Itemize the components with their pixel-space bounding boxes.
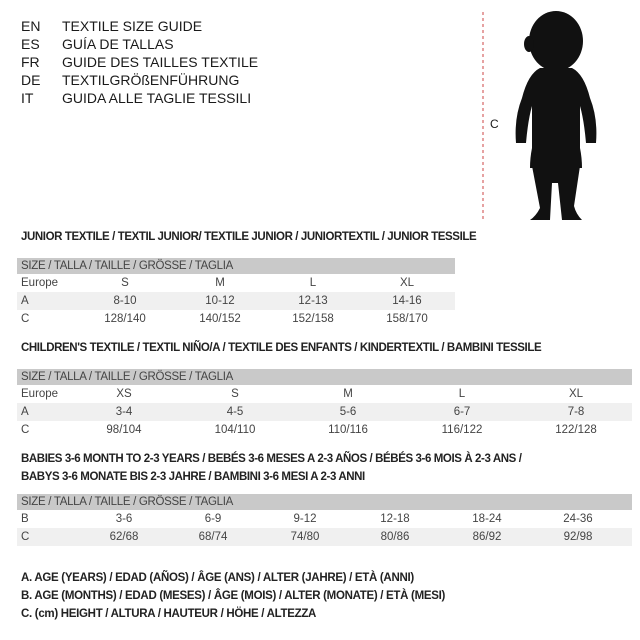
babies-heading-line1: BABIES 3-6 MONTH TO 2-3 YEARS / BEBÉS 3-… [21, 453, 522, 465]
baby-silhouette-icon [482, 11, 597, 222]
table-cell: 68/74 [198, 531, 228, 543]
table-cell: M [215, 277, 225, 289]
table-cell: 140/152 [199, 313, 241, 325]
row-label: C [21, 424, 30, 436]
row-label: B [21, 513, 29, 525]
table-cell: XL [399, 277, 415, 289]
table-row: Europe XS S M L XL [17, 385, 632, 403]
table-row: A 8-10 10-12 12-13 14-16 [17, 292, 455, 310]
children-size-table: SIZE / TALLA / TAILLE / GRÖSSE / TAGLIA E… [17, 369, 632, 439]
table-cell: 3-4 [115, 406, 133, 418]
table-cell: 74/80 [290, 531, 320, 543]
language-title: TEXTILGRÖßENFÜHRUNG [62, 72, 240, 88]
language-title: GUIDA ALLE TAGLIE TESSILI [62, 90, 252, 106]
table-cell: 152/158 [292, 313, 334, 325]
table-cell: S [121, 277, 129, 289]
table-cell: 98/104 [106, 424, 142, 436]
table-row: A 3-4 4-5 5-6 6-7 7-8 [17, 403, 632, 421]
junior-size-table: SIZE / TALLA / TAILLE / GRÖSSE / TAGLIA E… [17, 258, 455, 328]
table-cell: 12-13 [298, 295, 328, 307]
row-label: C [21, 313, 30, 325]
language-code: ES [21, 36, 40, 52]
table-cell: 6-7 [453, 406, 471, 418]
table-cell: 116/122 [441, 424, 483, 436]
table-cell: M [343, 388, 353, 400]
size-header: SIZE / TALLA / TAILLE / GRÖSSE / TAGLIA [17, 369, 632, 385]
table-cell: 6-9 [204, 513, 222, 525]
language-code: EN [21, 18, 41, 34]
language-title: GUIDE DES TAILLES TEXTILE [62, 54, 259, 70]
table-cell: 10-12 [205, 295, 235, 307]
measure-label: C [490, 117, 499, 131]
language-title: TEXTILE SIZE GUIDE [62, 18, 203, 34]
row-label: A [21, 295, 29, 307]
table-cell: 14-16 [392, 295, 422, 307]
table-cell: 122/128 [555, 424, 597, 436]
table-cell: 110/116 [328, 424, 368, 436]
table-cell: 104/110 [214, 424, 256, 436]
size-header: SIZE / TALLA / TAILLE / GRÖSSE / TAGLIA [17, 494, 632, 510]
legend-b: B. AGE (MONTHS) / EDAD (MESES) / ÂGE (MO… [21, 590, 446, 602]
table-cell: 86/92 [472, 531, 502, 543]
table-cell: L [458, 388, 466, 400]
children-heading: CHILDREN'S TEXTILE / TEXTIL NIÑO/A / TEX… [21, 342, 542, 354]
babies-size-table: SIZE / TALLA / TAILLE / GRÖSSE / TAGLIA B… [17, 494, 632, 546]
table-row: B 3-6 6-9 9-12 12-18 18-24 24-36 [17, 510, 632, 528]
legend-a: A. AGE (YEARS) / EDAD (AÑOS) / ÂGE (ANS)… [21, 572, 414, 584]
babies-heading-line2: BABYS 3-6 MONATE BIS 2-3 JAHRE / BAMBINI… [21, 471, 365, 483]
row-label: Europe [21, 388, 59, 400]
table-cell: 7-8 [567, 406, 585, 418]
table-cell: 9-12 [293, 513, 317, 525]
table-cell: 158/170 [386, 313, 428, 325]
row-label: Europe [21, 277, 59, 289]
table-cell: 4-5 [226, 406, 244, 418]
table-cell: L [309, 277, 317, 289]
size-header: SIZE / TALLA / TAILLE / GRÖSSE / TAGLIA [17, 258, 455, 274]
table-row: Europe S M L XL [17, 274, 455, 292]
table-cell: 8-10 [113, 295, 137, 307]
table-cell: S [231, 388, 239, 400]
table-cell: 18-24 [472, 513, 502, 525]
table-cell: 3-6 [115, 513, 133, 525]
language-code: IT [21, 90, 34, 106]
table-cell: 92/98 [563, 531, 593, 543]
table-cell: XL [568, 388, 584, 400]
table-cell: 128/140 [104, 313, 146, 325]
language-code: FR [21, 54, 40, 70]
junior-heading: JUNIOR TEXTILE / TEXTIL JUNIOR/ TEXTILE … [21, 231, 477, 243]
table-cell: 12-18 [380, 513, 410, 525]
language-title: GUÍA DE TALLAS [62, 36, 174, 52]
table-cell: 80/86 [380, 531, 410, 543]
row-label: A [21, 406, 29, 418]
table-row: C 128/140 140/152 152/158 158/170 [17, 310, 455, 328]
table-cell: 24-36 [563, 513, 593, 525]
table-row: C 98/104 104/110 110/116 116/122 122/128 [17, 421, 632, 439]
table-row: C 62/68 68/74 74/80 80/86 86/92 92/98 [17, 528, 632, 546]
table-cell: 5-6 [339, 406, 357, 418]
table-cell: 62/68 [109, 531, 139, 543]
language-code: DE [21, 72, 41, 88]
table-cell: XS [116, 388, 132, 400]
row-label: C [21, 531, 30, 543]
legend-c: C. (cm) HEIGHT / ALTURA / HAUTEUR / HÖHE… [21, 608, 317, 620]
